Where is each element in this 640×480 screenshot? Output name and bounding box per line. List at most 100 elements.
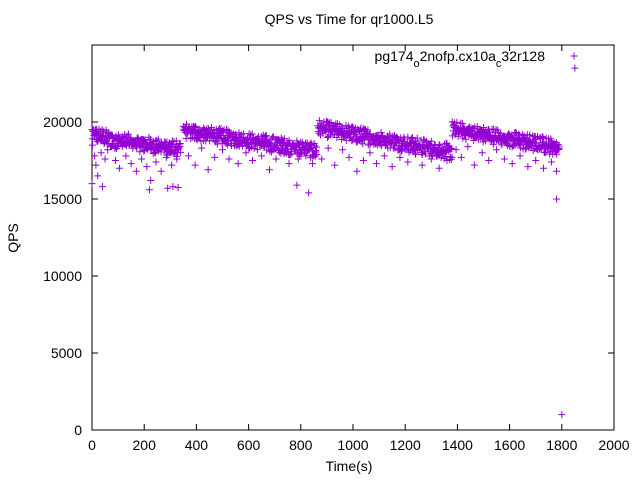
data-point: [409, 134, 417, 142]
x-tick-label: 1800: [546, 437, 577, 453]
data-point: [532, 157, 540, 164]
data-point: [294, 155, 302, 163]
data-point: [480, 123, 487, 131]
data-point: [508, 160, 516, 168]
data-point: [464, 143, 472, 151]
data-point: [516, 152, 524, 160]
data-point: [555, 144, 563, 152]
data-point: [558, 411, 566, 419]
data-point: [250, 145, 258, 153]
data-point: [396, 153, 404, 161]
data-point: [516, 131, 524, 139]
data-point: [98, 183, 106, 191]
legend-text-part: 2nofp.cx10a: [420, 48, 496, 64]
data-point: [94, 172, 102, 180]
data-point: [279, 147, 287, 155]
data-point: [157, 167, 165, 175]
x-tick-label: 2000: [598, 437, 629, 453]
data-point: [258, 152, 266, 160]
data-point: [333, 124, 341, 132]
x-axis-label: Time(s): [326, 458, 373, 474]
data-point: [353, 167, 361, 175]
data-point: [191, 161, 199, 169]
data-point: [162, 153, 170, 161]
x-tick-label: 1200: [390, 437, 421, 453]
data-point: [542, 148, 550, 156]
data-point: [540, 164, 548, 172]
data-point: [169, 183, 177, 191]
data-point: [143, 163, 151, 171]
data-point: [168, 161, 176, 169]
data-point: [145, 186, 153, 194]
data-point: [147, 177, 155, 185]
data-point: [248, 130, 256, 138]
data-point: [204, 166, 212, 174]
legend-marker-plus: [570, 52, 578, 60]
data-points: [88, 64, 579, 419]
data-point: [478, 149, 486, 157]
data-point: [315, 117, 323, 125]
legend: pg174o2nofp.cx10ac32r128: [375, 48, 578, 70]
data-point: [213, 140, 221, 148]
data-point: [89, 141, 97, 149]
data-point: [448, 145, 456, 153]
data-point: [311, 142, 319, 150]
legend-subscript: o: [413, 58, 419, 70]
data-point: [285, 160, 293, 168]
data-point: [293, 181, 301, 189]
data-point: [453, 118, 461, 126]
data-point: [547, 158, 555, 166]
x-tick-label: 600: [237, 437, 261, 453]
data-point: [154, 135, 162, 143]
data-point: [136, 148, 144, 156]
x-tick-label: 0: [88, 437, 96, 453]
data-point: [454, 132, 462, 140]
data-point: [339, 146, 347, 154]
data-point: [515, 130, 523, 138]
data-point: [91, 152, 99, 160]
data-point: [115, 164, 123, 172]
y-tick-label: 5000: [51, 345, 82, 361]
data-point: [526, 131, 534, 139]
y-axis: 0 5000 10000 15000 20000: [43, 114, 614, 438]
data-point: [469, 124, 477, 132]
x-tick-label: 1000: [337, 437, 368, 453]
legend-label: pg174o2nofp.cx10ac32r128: [375, 48, 546, 70]
data-point: [448, 153, 456, 161]
data-point: [542, 134, 550, 142]
data-point: [232, 130, 240, 138]
data-point: [234, 160, 242, 168]
data-point: [348, 123, 356, 131]
data-point: [489, 140, 497, 148]
x-tick-label: 400: [185, 437, 209, 453]
y-tick-label: 10000: [43, 268, 82, 284]
legend-text-part: 32r128: [501, 48, 545, 64]
data-point: [344, 122, 352, 130]
data-point: [508, 143, 516, 151]
data-point: [164, 184, 172, 192]
data-point: [470, 136, 478, 144]
data-point: [571, 64, 579, 72]
data-point: [427, 155, 435, 163]
data-point: [272, 155, 280, 163]
data-point: [122, 152, 130, 160]
data-point: [286, 151, 294, 159]
x-tick-label: 800: [289, 437, 313, 453]
data-point: [359, 140, 367, 148]
data-point: [111, 157, 119, 164]
data-point: [405, 148, 413, 156]
data-point: [312, 143, 320, 151]
data-point: [477, 134, 485, 142]
data-point: [345, 153, 353, 161]
chart-title: QPS vs Time for qr1000.L5: [265, 11, 434, 27]
data-point: [253, 146, 261, 154]
data-point: [324, 144, 332, 152]
data-point: [88, 180, 96, 188]
data-point: [427, 137, 435, 145]
data-point: [96, 135, 104, 143]
data-point: [412, 150, 420, 158]
data-point: [305, 189, 313, 197]
data-point: [301, 149, 309, 157]
data-point: [288, 150, 296, 158]
y-axis-label: QPS: [5, 223, 21, 253]
